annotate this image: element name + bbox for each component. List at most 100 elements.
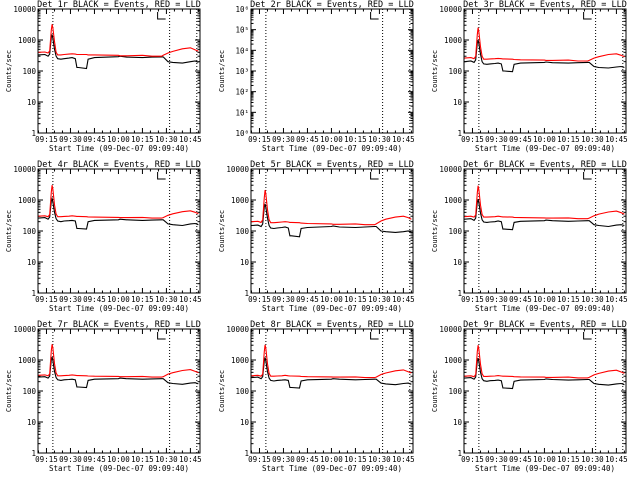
chart-title: Det 6r BLACK = Events, RED = LLD xyxy=(463,160,627,170)
y-axis-label: Counts/sec xyxy=(431,210,439,252)
bracket-marker xyxy=(583,332,592,340)
y-tick-label: 10⁵ xyxy=(235,26,249,35)
x-tick-label: 09:15 xyxy=(461,135,484,144)
x-tick-label: 10:45 xyxy=(392,135,415,144)
plot-frame xyxy=(463,8,627,134)
x-tick-label: 09:45 xyxy=(296,135,319,144)
x-axis-label: Start Time (09-Dec-07 09:09:40) xyxy=(475,304,615,313)
y-axis-label: Counts/sec xyxy=(431,370,439,412)
y-tick-label: 10 xyxy=(453,258,463,267)
x-tick-label: 10:45 xyxy=(392,455,415,464)
lld-series-line xyxy=(251,344,412,379)
x-tick-label: 09:45 xyxy=(509,295,532,304)
x-tick-label: 09:30 xyxy=(485,455,508,464)
x-tick-label: 10:15 xyxy=(557,135,580,144)
y-tick-label: 1 xyxy=(31,129,36,138)
x-tick-label: 09:30 xyxy=(485,295,508,304)
x-tick-label: 09:15 xyxy=(461,455,484,464)
y-tick-label: 10 xyxy=(453,418,463,427)
x-tick-label: 10:30 xyxy=(581,135,604,144)
plot-frame xyxy=(250,8,414,134)
x-tick-label: 10:45 xyxy=(179,135,202,144)
plot-frame xyxy=(37,328,201,454)
x-tick-label: 09:45 xyxy=(83,135,106,144)
x-tick-label: 09:30 xyxy=(272,295,295,304)
y-tick-label: 1000 xyxy=(18,356,37,365)
x-tick-label: 10:15 xyxy=(131,295,154,304)
x-axis-label: Start Time (09-Dec-07 09:09:40) xyxy=(262,464,402,473)
lld-series-line xyxy=(38,24,199,57)
x-axis-label: Start Time (09-Dec-07 09:09:40) xyxy=(262,144,402,153)
y-tick-label: 1000 xyxy=(444,356,463,365)
x-tick-label: 10:15 xyxy=(344,135,367,144)
y-tick-label: 10000 xyxy=(13,325,36,334)
bracket-marker xyxy=(583,172,592,180)
y-tick-label: 10⁶ xyxy=(235,5,249,14)
y-tick-label: 1000 xyxy=(444,36,463,45)
y-tick-label: 10000 xyxy=(13,165,36,174)
plot-frame xyxy=(463,168,627,294)
bracket-marker xyxy=(370,12,379,20)
y-tick-label: 10¹ xyxy=(235,108,249,117)
y-tick-label: 100 xyxy=(235,227,249,236)
y-tick-label: 10 xyxy=(27,258,37,267)
y-tick-label: 10000 xyxy=(439,5,462,14)
bracket-marker xyxy=(370,332,379,340)
chart-title: Det 2r BLACK = Events, RED = LLD xyxy=(250,0,414,10)
x-axis-label: Start Time (09-Dec-07 09:09:40) xyxy=(49,144,189,153)
y-axis-label: Counts/sec xyxy=(218,210,226,252)
y-tick-label: 1 xyxy=(244,449,249,458)
y-tick-label: 1000 xyxy=(444,196,463,205)
y-tick-label: 1 xyxy=(457,449,462,458)
y-tick-label: 100 xyxy=(235,387,249,396)
chart-panel-9: Det 9r BLACK = Events, RED = LLD 1 10 100 10… xyxy=(431,320,628,473)
x-tick-label: 09:45 xyxy=(509,135,532,144)
y-tick-label: 1 xyxy=(457,129,462,138)
y-tick-label: 100 xyxy=(448,67,462,76)
y-tick-label: 10⁰ xyxy=(235,129,249,138)
x-tick-label: 10:30 xyxy=(155,455,178,464)
events-series-line xyxy=(38,356,199,389)
bracket-marker xyxy=(583,12,592,20)
x-tick-label: 09:45 xyxy=(83,455,106,464)
chart-title: Det 1r BLACK = Events, RED = LLD xyxy=(37,0,201,10)
chart-panel-6: Det 6r BLACK = Events, RED = LLD 1 10 100 10… xyxy=(431,160,628,313)
chart-panel-2: Det 2r BLACK = Events, RED = LLD 10⁰ 10¹ 10… xyxy=(218,0,415,153)
lld-series-line xyxy=(464,185,625,220)
chart-title: Det 9r BLACK = Events, RED = LLD xyxy=(463,320,627,330)
y-tick-label: 10000 xyxy=(13,5,36,14)
y-tick-label: 1000 xyxy=(231,356,250,365)
y-tick-label: 10 xyxy=(453,98,463,107)
x-tick-label: 10:30 xyxy=(368,295,391,304)
chart-panel-8: Det 8r BLACK = Events, RED = LLD 1 10 100 10… xyxy=(218,320,415,473)
x-tick-label: 09:15 xyxy=(35,135,58,144)
y-tick-label: 1000 xyxy=(18,196,37,205)
chart-title: Det 8r BLACK = Events, RED = LLD xyxy=(250,320,414,330)
x-tick-label: 10:45 xyxy=(605,135,628,144)
x-axis-label: Start Time (09-Dec-07 09:09:40) xyxy=(49,304,189,313)
y-tick-label: 1000 xyxy=(18,36,37,45)
plot-frame xyxy=(37,8,201,134)
y-tick-label: 10000 xyxy=(439,165,462,174)
x-tick-label: 09:45 xyxy=(83,295,106,304)
lld-series-line xyxy=(464,345,625,379)
events-series-line xyxy=(251,203,412,238)
y-axis-label: Counts/sec xyxy=(5,50,13,92)
y-tick-label: 10⁴ xyxy=(235,46,249,55)
y-axis-label: Counts/sec xyxy=(5,370,13,412)
y-tick-label: 100 xyxy=(448,387,462,396)
y-tick-label: 10000 xyxy=(439,325,462,334)
events-series-line xyxy=(464,357,625,390)
x-tick-label: 10:00 xyxy=(320,135,343,144)
lld-series-line xyxy=(38,185,199,219)
x-tick-label: 09:30 xyxy=(485,135,508,144)
events-series-line xyxy=(38,196,199,230)
x-tick-label: 10:30 xyxy=(155,295,178,304)
x-tick-label: 10:45 xyxy=(179,455,202,464)
x-tick-label: 10:15 xyxy=(557,455,580,464)
x-tick-label: 10:00 xyxy=(107,135,130,144)
x-tick-label: 10:00 xyxy=(533,295,556,304)
bracket-marker xyxy=(157,172,166,180)
